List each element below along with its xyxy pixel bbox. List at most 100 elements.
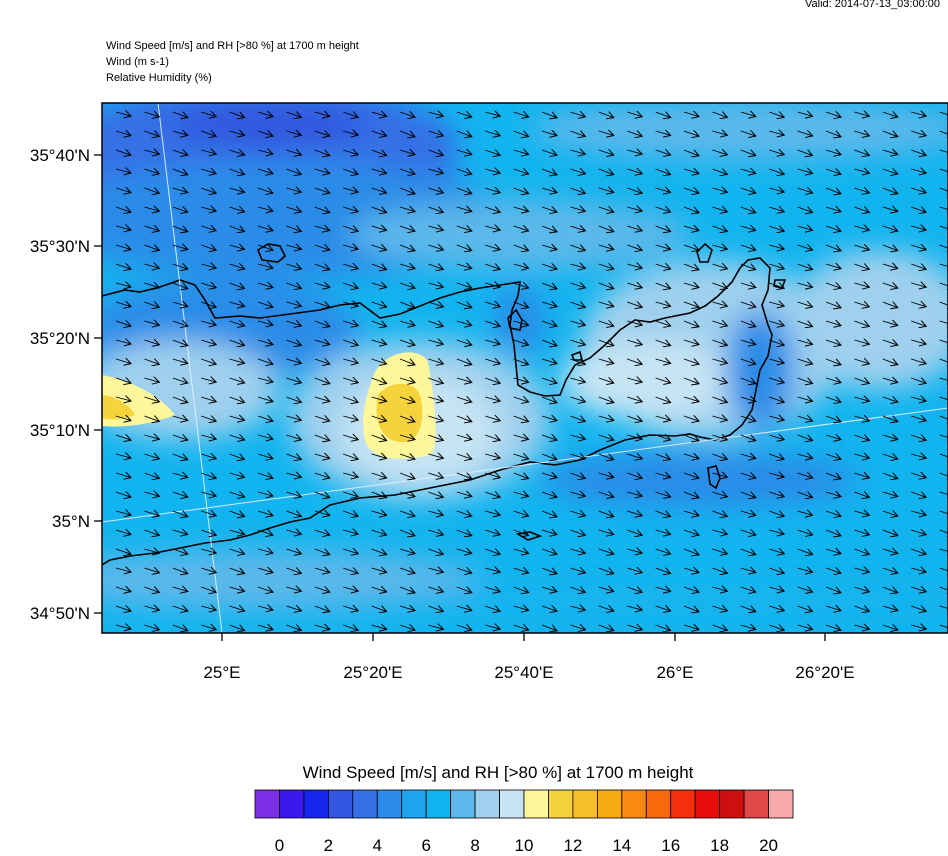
wind-arrow	[257, 625, 273, 630]
wind-arrow	[456, 435, 472, 439]
wind-arrow	[939, 511, 948, 516]
wind-arrow	[740, 169, 756, 173]
wind-arrow	[371, 226, 387, 230]
wind-arrow	[456, 188, 472, 194]
wind-arrow	[314, 131, 330, 136]
wind-arrow	[825, 454, 841, 459]
wind-arrow	[399, 340, 415, 345]
lat-label: 35°40'N	[30, 146, 90, 165]
colorbar-label: 8	[470, 836, 480, 855]
wind-arrow	[769, 207, 784, 212]
lat-label: 35°10'N	[30, 421, 90, 440]
wind-arrow	[598, 321, 614, 326]
wind-arrow	[911, 473, 926, 478]
wind-arrow	[371, 473, 387, 478]
wind-arrow	[825, 378, 841, 383]
wind-arrow	[172, 131, 188, 135]
colorbar-swatch	[523, 789, 549, 819]
wind-arrow	[513, 359, 529, 365]
wind-arrow	[740, 131, 756, 136]
wind-arrow	[712, 397, 727, 402]
wind-arrow	[257, 340, 273, 345]
wind-arrow	[882, 568, 898, 573]
wind-arrow	[882, 112, 898, 117]
wind-arrow	[882, 302, 898, 308]
colorbar-label: 2	[323, 836, 334, 855]
wind-arrow	[428, 321, 443, 326]
wind-arrow	[314, 321, 330, 327]
wind-arrow	[115, 359, 131, 364]
wind-arrow	[825, 606, 841, 611]
wind-arrow	[144, 359, 159, 364]
wind-arrow	[825, 587, 841, 593]
wind-arrow	[854, 416, 869, 421]
wind-arrow	[655, 492, 671, 497]
wind-arrow	[797, 416, 813, 421]
wind-arrow	[115, 340, 131, 344]
wind-arrow	[854, 473, 869, 478]
wind-arrow	[655, 473, 671, 477]
colorbar-swatch	[352, 789, 378, 819]
wind-arrow	[911, 150, 926, 155]
wind-arrow	[314, 606, 330, 612]
wind-arrow	[627, 359, 642, 364]
wind-arrow	[911, 169, 926, 173]
wind-arrow	[598, 131, 614, 135]
wind-arrow	[343, 321, 358, 326]
wind-arrow	[655, 549, 671, 554]
wind-arrow	[570, 226, 585, 231]
wind-arrow	[201, 492, 216, 496]
wind-arrow	[172, 587, 188, 591]
wind-arrow	[882, 492, 898, 496]
wind-arrow	[655, 568, 671, 574]
lon-label: 26°E	[656, 663, 693, 682]
wind-arrow	[797, 169, 813, 173]
wind-arrow	[825, 549, 841, 554]
wind-arrow	[371, 112, 387, 116]
wind-arrow	[456, 245, 472, 251]
wind-arrow	[712, 207, 727, 212]
wind-arrow	[740, 587, 756, 592]
wind-arrow	[399, 245, 415, 251]
wind-arrow	[399, 454, 415, 459]
colorbar-label: 4	[372, 836, 382, 855]
wind-arrow	[797, 606, 813, 612]
wind-arrow	[627, 264, 642, 268]
wind-arrow	[115, 511, 131, 515]
wind-arrow	[371, 587, 387, 592]
wind-arrow	[513, 378, 529, 382]
wind-arrow	[825, 397, 841, 402]
wind-arrow	[939, 131, 948, 137]
wind-arrow	[683, 549, 699, 555]
wind-arrow	[172, 625, 188, 631]
wind-arrow	[769, 226, 784, 231]
lon-label: 25°20'E	[343, 663, 402, 682]
wind-arrow	[939, 454, 948, 459]
wind-arrow	[570, 606, 585, 610]
wind-arrow	[939, 302, 948, 308]
wind-arrow	[229, 321, 245, 326]
wind-arrow	[485, 435, 500, 440]
wind-arrow	[201, 454, 216, 459]
wind-arrow	[343, 530, 358, 534]
wind-arrow	[655, 397, 671, 403]
wind-arrow	[314, 492, 330, 498]
wind-arrow	[144, 188, 159, 193]
wind-arrow	[115, 112, 131, 116]
wind-arrow	[314, 226, 330, 230]
wind-arrow	[314, 359, 330, 364]
wind-arrow	[541, 207, 557, 212]
rh-label: Relative Humidity (%)	[106, 72, 212, 84]
wind-arrow	[286, 397, 301, 402]
wind-arrow	[797, 549, 813, 555]
wind-arrow	[172, 416, 188, 420]
wind-arrow	[712, 568, 727, 573]
wind-arrow	[712, 359, 727, 363]
colorbar-swatch	[645, 789, 672, 819]
wind-arrow	[172, 359, 188, 363]
wind-arrow	[201, 378, 216, 382]
wind-arrow	[740, 150, 756, 156]
wind-arrow	[598, 568, 614, 574]
wind-arrow	[570, 530, 585, 535]
wind-arrow	[598, 378, 614, 383]
